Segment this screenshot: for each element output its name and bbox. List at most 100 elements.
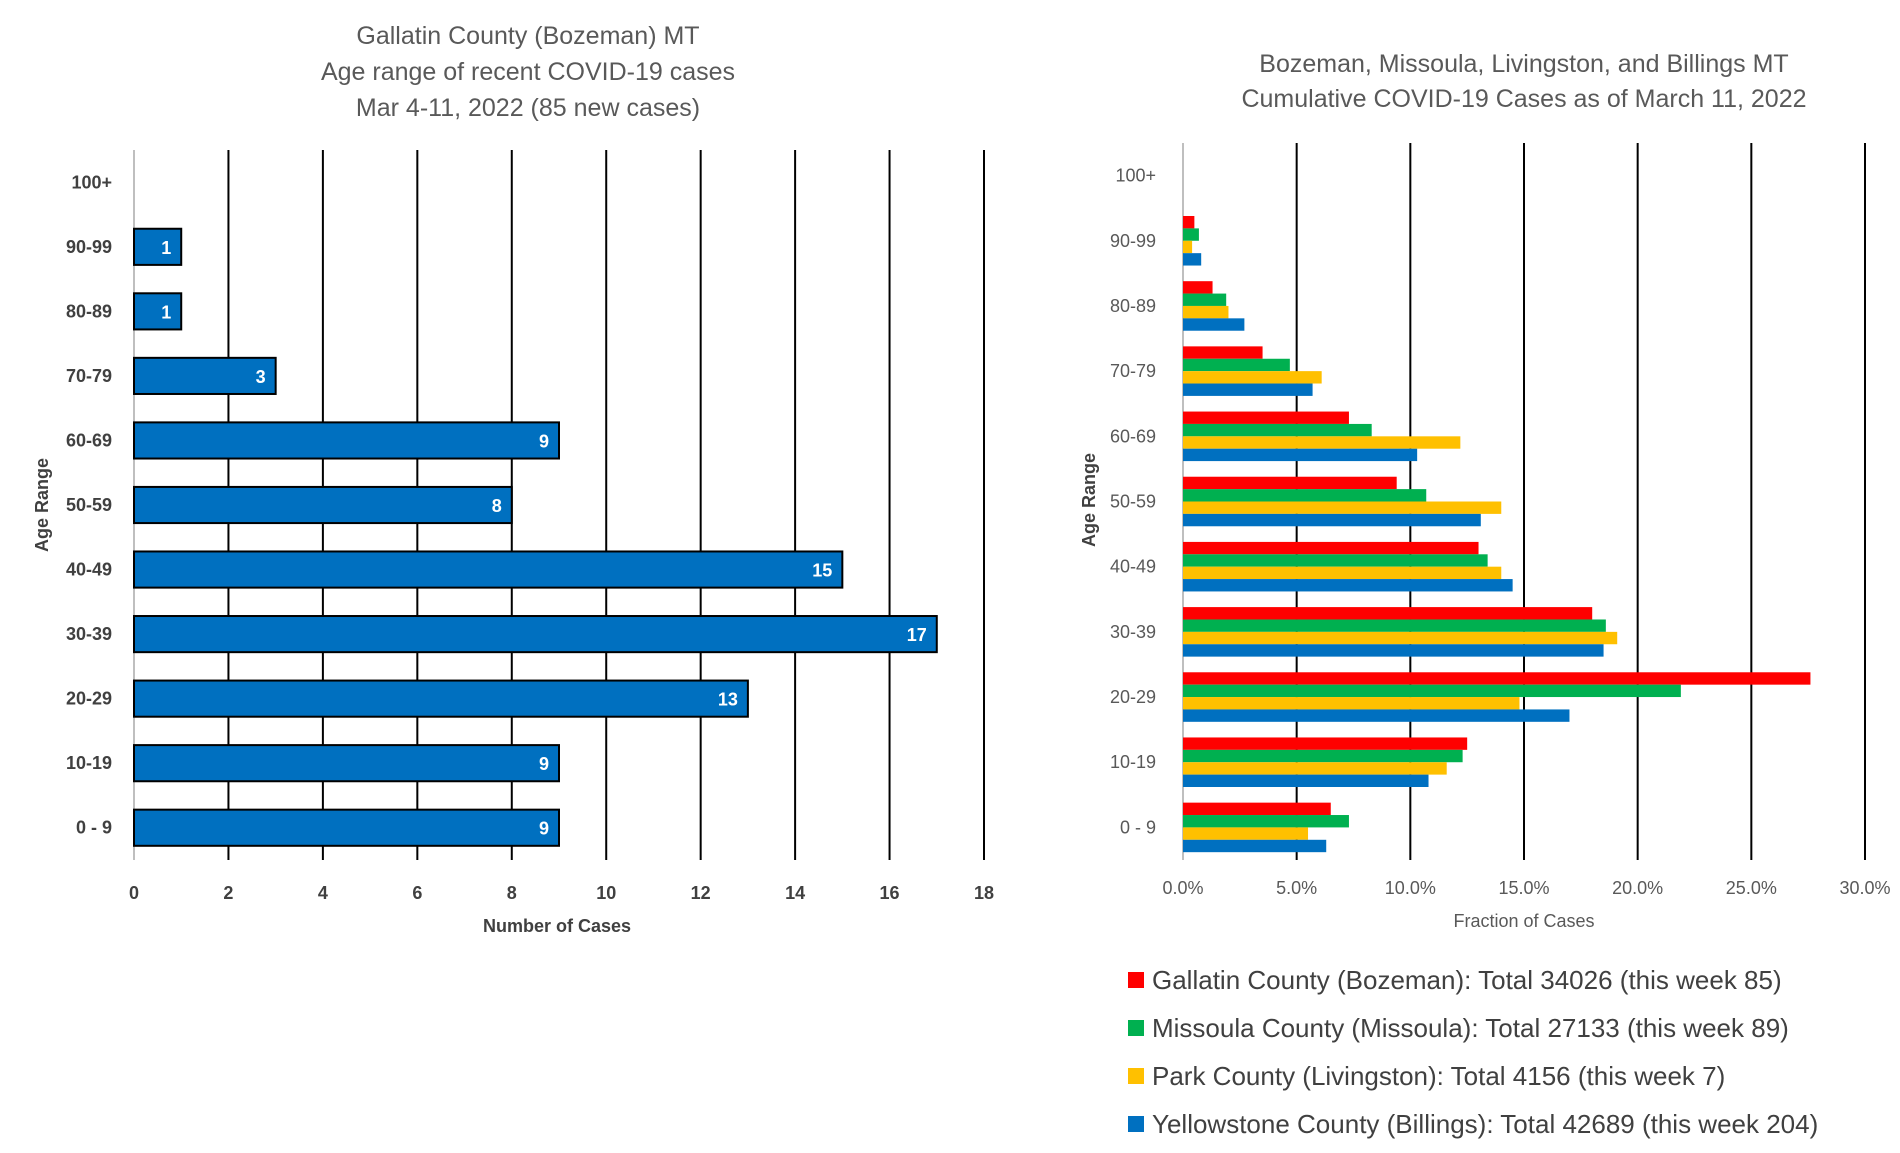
y-tick-label: 10-19: [66, 753, 112, 773]
x-tick-label: 4: [318, 883, 328, 903]
y-tick-label: 90-99: [1110, 231, 1156, 251]
bar: [133, 356, 277, 395]
data-label: 9: [539, 431, 549, 451]
x-tick-label: 0.0%: [1162, 878, 1203, 898]
bar: [1183, 489, 1427, 502]
y-tick-label: 0 - 9: [1120, 817, 1156, 837]
x-tick-label: 5.0%: [1276, 878, 1317, 898]
bar: [1183, 827, 1309, 840]
x-tick-label: 10.0%: [1385, 878, 1436, 898]
y-tick-label: 30-39: [66, 624, 112, 644]
bar: [1183, 619, 1606, 632]
bar: [133, 292, 183, 331]
legend-label: Missoula County (Missoula): Total 27133 …: [1152, 1012, 1789, 1043]
x-tick-label: 20.0%: [1612, 878, 1663, 898]
x-tick-label: 14: [785, 883, 805, 903]
chart-title: Bozeman, Missoula, Livingston, and Billi…: [1259, 50, 1788, 78]
data-label: 1: [161, 238, 171, 258]
bar: [1183, 501, 1502, 514]
y-tick-label: 60-69: [66, 430, 112, 450]
bar: [1183, 513, 1481, 527]
bar: [1183, 293, 1227, 306]
x-tick-label: 2: [223, 883, 233, 903]
chart-title: Age range of recent COVID-19 cases: [321, 58, 735, 86]
y-tick-label: 50-59: [66, 495, 112, 515]
y-axis-label: Age Range: [32, 458, 52, 552]
legend-swatch: [1128, 972, 1144, 988]
bar: [1183, 411, 1349, 424]
x-tick-label: 10: [596, 883, 616, 903]
data-label: 1: [161, 302, 171, 322]
chart-title: Mar 4-11, 2022 (85 new cases): [356, 94, 700, 122]
bar: [1183, 579, 1513, 592]
data-label: 9: [539, 754, 549, 774]
bar: [1183, 802, 1331, 816]
bar: [1183, 281, 1213, 294]
x-axis-label: Number of Cases: [483, 916, 631, 936]
bar: [133, 679, 749, 718]
y-tick-label: 100+: [1115, 166, 1156, 186]
bar: [1183, 346, 1263, 359]
x-tick-label: 12: [691, 883, 711, 903]
y-tick-label: 60-69: [1110, 426, 1156, 446]
x-tick-label: 18: [974, 883, 994, 903]
x-tick-label: 15.0%: [1498, 878, 1549, 898]
x-tick-label: 16: [880, 883, 900, 903]
bar: [1183, 253, 1202, 266]
y-tick-label: 40-49: [66, 560, 112, 580]
y-tick-label: 70-79: [1110, 361, 1156, 381]
legend-swatch: [1128, 1020, 1144, 1036]
bar: [1183, 240, 1193, 254]
data-label: 15: [812, 561, 832, 581]
chart-cumulative-fraction: Bozeman, Missoula, Livingston, and Billi…: [1079, 50, 1891, 931]
bar: [1183, 774, 1429, 787]
bar: [1183, 684, 1681, 698]
data-label: 9: [539, 819, 549, 839]
bar: [1183, 383, 1313, 396]
bar: [1183, 216, 1195, 229]
legend-item-yellowstone: Yellowstone County (Billings): Total 426…: [1128, 1100, 1818, 1148]
bar: [1183, 358, 1290, 372]
y-tick-label: 80-89: [66, 301, 112, 321]
x-tick-label: 6: [412, 883, 422, 903]
bar: [133, 808, 560, 847]
legend-label: Yellowstone County (Billings): Total 426…: [1152, 1108, 1819, 1139]
legend-label: Gallatin County (Bozeman): Total 34026 (…: [1152, 964, 1782, 995]
bar: [1183, 318, 1245, 331]
bar: [1183, 762, 1447, 775]
y-tick-label: 90-99: [66, 237, 112, 257]
y-tick-label: 30-39: [1110, 622, 1156, 642]
data-label: 17: [907, 625, 927, 645]
bar: [1183, 697, 1520, 710]
bar: [1183, 448, 1418, 462]
bar: [133, 421, 560, 460]
bar: [133, 485, 513, 525]
data-label: 13: [718, 690, 738, 710]
bar: [133, 227, 183, 266]
y-tick-label: 10-19: [1110, 752, 1156, 772]
bar: [133, 550, 844, 589]
legend: Gallatin County (Bozeman): Total 34026 (…: [1128, 956, 1818, 1148]
bar: [133, 615, 938, 654]
bar: [1183, 541, 1479, 555]
bar: [1183, 672, 1811, 685]
legend-swatch: [1128, 1116, 1144, 1132]
bar: [1183, 607, 1593, 620]
y-tick-label: 0 - 9: [76, 818, 112, 838]
bar: [1183, 644, 1604, 657]
bar: [1183, 815, 1349, 828]
bar: [1183, 228, 1199, 241]
bar: [1183, 423, 1372, 437]
y-tick-label: 80-89: [1110, 296, 1156, 316]
x-tick-label: 25.0%: [1726, 878, 1777, 898]
bar: [1183, 371, 1322, 384]
chart-title: Gallatin County (Bozeman) MT: [356, 22, 699, 50]
bar: [133, 744, 560, 783]
bar: [1183, 566, 1502, 580]
bar: [1183, 436, 1461, 449]
y-tick-label: 50-59: [1110, 492, 1156, 512]
y-tick-label: 70-79: [66, 366, 112, 386]
bar: [1183, 737, 1468, 750]
x-axis-label: Fraction of Cases: [1453, 911, 1594, 931]
bar: [1183, 554, 1488, 567]
